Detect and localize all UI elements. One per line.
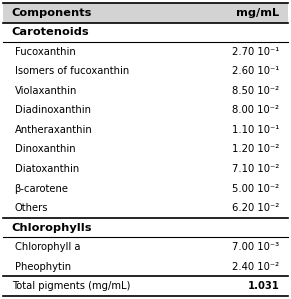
Text: Fucoxanthin: Fucoxanthin: [15, 47, 75, 57]
Bar: [3, 198, 288, 218]
Bar: [3, 101, 288, 120]
Text: 8.50 10⁻²: 8.50 10⁻²: [232, 86, 279, 96]
Text: 6.20 10⁻²: 6.20 10⁻²: [232, 203, 279, 213]
Bar: [3, 3, 288, 22]
Text: Violaxanthin: Violaxanthin: [15, 86, 77, 96]
Text: Dinoxanthin: Dinoxanthin: [15, 144, 75, 155]
Bar: [3, 159, 288, 179]
Bar: [3, 22, 288, 42]
Text: Chlorophylls: Chlorophylls: [12, 223, 92, 233]
Text: Total pigments (mg/mL): Total pigments (mg/mL): [12, 281, 130, 291]
Text: Diatoxanthin: Diatoxanthin: [15, 164, 79, 174]
Text: 1.10 10⁻¹: 1.10 10⁻¹: [232, 125, 279, 135]
Text: Components: Components: [12, 8, 92, 18]
Text: 2.70 10⁻¹: 2.70 10⁻¹: [232, 47, 279, 57]
Text: 1.20 10⁻²: 1.20 10⁻²: [232, 144, 279, 155]
Text: mg/mL: mg/mL: [236, 8, 279, 18]
Text: Others: Others: [15, 203, 48, 213]
Text: 7.10 10⁻²: 7.10 10⁻²: [232, 164, 279, 174]
Bar: [3, 218, 288, 237]
Bar: [3, 140, 288, 159]
Bar: [3, 81, 288, 101]
Text: 7.00 10⁻³: 7.00 10⁻³: [232, 242, 279, 252]
Text: β-carotene: β-carotene: [15, 184, 69, 193]
Bar: [3, 62, 288, 81]
Text: 2.40 10⁻²: 2.40 10⁻²: [232, 262, 279, 272]
Text: 1.031: 1.031: [247, 281, 279, 291]
Text: Antheraxanthin: Antheraxanthin: [15, 125, 92, 135]
Text: Isomers of fucoxanthin: Isomers of fucoxanthin: [15, 66, 129, 76]
Text: 2.60 10⁻¹: 2.60 10⁻¹: [232, 66, 279, 76]
Bar: [3, 42, 288, 62]
Bar: [3, 237, 288, 257]
Text: Carotenoids: Carotenoids: [12, 27, 89, 37]
Bar: [3, 179, 288, 198]
Bar: [3, 120, 288, 140]
Text: 8.00 10⁻²: 8.00 10⁻²: [232, 106, 279, 115]
Bar: [3, 257, 288, 277]
Text: Pheophytin: Pheophytin: [15, 262, 71, 272]
Text: Chlorophyll a: Chlorophyll a: [15, 242, 80, 252]
Text: 5.00 10⁻²: 5.00 10⁻²: [232, 184, 279, 193]
Bar: [3, 277, 288, 296]
Text: Diadinoxanthin: Diadinoxanthin: [15, 106, 91, 115]
